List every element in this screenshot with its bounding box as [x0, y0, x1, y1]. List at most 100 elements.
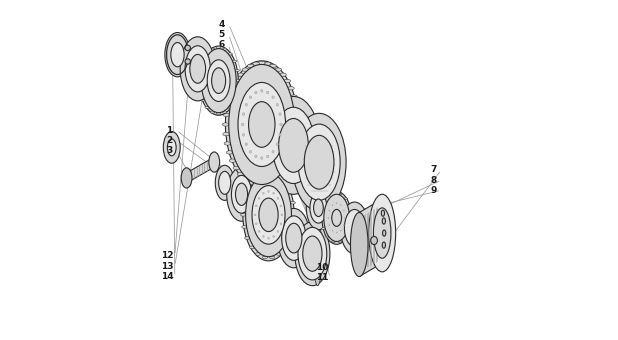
Ellipse shape [266, 97, 321, 194]
Ellipse shape [292, 113, 346, 211]
Ellipse shape [264, 62, 271, 65]
Ellipse shape [219, 171, 231, 194]
Ellipse shape [329, 210, 330, 211]
Ellipse shape [264, 184, 271, 187]
Ellipse shape [233, 166, 240, 170]
Ellipse shape [216, 47, 221, 49]
Ellipse shape [382, 218, 386, 224]
Ellipse shape [245, 103, 247, 106]
Ellipse shape [269, 171, 275, 174]
Ellipse shape [242, 123, 243, 126]
Ellipse shape [231, 175, 252, 213]
Ellipse shape [205, 106, 210, 108]
Ellipse shape [273, 192, 274, 194]
Ellipse shape [262, 256, 268, 259]
Ellipse shape [229, 87, 236, 90]
Ellipse shape [242, 226, 247, 228]
Ellipse shape [211, 68, 226, 94]
Ellipse shape [344, 209, 365, 246]
Ellipse shape [371, 236, 378, 244]
Ellipse shape [238, 83, 286, 167]
Ellipse shape [215, 165, 234, 200]
Ellipse shape [268, 190, 269, 192]
Ellipse shape [280, 123, 282, 126]
Ellipse shape [276, 103, 279, 106]
Ellipse shape [201, 60, 205, 62]
Ellipse shape [307, 186, 331, 230]
Ellipse shape [273, 236, 274, 237]
Ellipse shape [326, 198, 329, 200]
Ellipse shape [229, 159, 236, 162]
Text: 8: 8 [431, 176, 437, 185]
Ellipse shape [369, 194, 396, 272]
Ellipse shape [383, 230, 386, 236]
Ellipse shape [199, 46, 239, 115]
Ellipse shape [275, 177, 282, 181]
Ellipse shape [273, 107, 315, 184]
Ellipse shape [336, 203, 337, 204]
Ellipse shape [287, 237, 292, 239]
Ellipse shape [263, 236, 265, 237]
Ellipse shape [243, 169, 294, 261]
Ellipse shape [258, 231, 260, 232]
Text: 12: 12 [161, 252, 174, 260]
Ellipse shape [348, 206, 352, 208]
Ellipse shape [255, 91, 257, 94]
Ellipse shape [185, 59, 190, 64]
Ellipse shape [326, 236, 329, 238]
Ellipse shape [242, 201, 247, 204]
Ellipse shape [276, 143, 279, 146]
Ellipse shape [332, 241, 336, 243]
Ellipse shape [165, 33, 190, 77]
Ellipse shape [261, 157, 263, 159]
Ellipse shape [209, 152, 219, 172]
Text: 9: 9 [431, 186, 437, 195]
Ellipse shape [382, 242, 386, 248]
Ellipse shape [201, 49, 236, 113]
Ellipse shape [198, 90, 202, 92]
Ellipse shape [279, 113, 281, 116]
Ellipse shape [255, 174, 261, 177]
Ellipse shape [167, 139, 176, 156]
Ellipse shape [226, 151, 233, 154]
Ellipse shape [290, 226, 295, 228]
Ellipse shape [338, 193, 342, 195]
Ellipse shape [247, 181, 254, 185]
Ellipse shape [227, 167, 256, 221]
Ellipse shape [250, 96, 252, 99]
Ellipse shape [242, 113, 245, 116]
Ellipse shape [235, 90, 239, 92]
Ellipse shape [279, 118, 308, 172]
Text: 2: 2 [166, 136, 172, 145]
Ellipse shape [381, 210, 384, 216]
Ellipse shape [322, 191, 352, 244]
Ellipse shape [185, 46, 210, 92]
Ellipse shape [163, 132, 180, 163]
Ellipse shape [310, 192, 327, 223]
Ellipse shape [262, 171, 268, 174]
Ellipse shape [281, 214, 282, 216]
Ellipse shape [253, 62, 260, 65]
Ellipse shape [332, 193, 336, 195]
Ellipse shape [341, 202, 369, 254]
Ellipse shape [276, 174, 282, 177]
Ellipse shape [324, 194, 349, 241]
Ellipse shape [295, 123, 301, 126]
Ellipse shape [255, 155, 257, 158]
Ellipse shape [250, 150, 252, 153]
Ellipse shape [269, 256, 275, 259]
Ellipse shape [298, 124, 340, 200]
Ellipse shape [275, 68, 282, 71]
Ellipse shape [313, 222, 322, 286]
Ellipse shape [223, 113, 229, 117]
Ellipse shape [287, 190, 292, 193]
Ellipse shape [272, 150, 274, 153]
Ellipse shape [332, 205, 333, 206]
Ellipse shape [237, 73, 244, 76]
Text: 4: 4 [218, 20, 224, 29]
Ellipse shape [245, 143, 247, 146]
Ellipse shape [252, 186, 285, 244]
Ellipse shape [198, 69, 202, 71]
Ellipse shape [344, 236, 347, 238]
Ellipse shape [190, 54, 206, 83]
